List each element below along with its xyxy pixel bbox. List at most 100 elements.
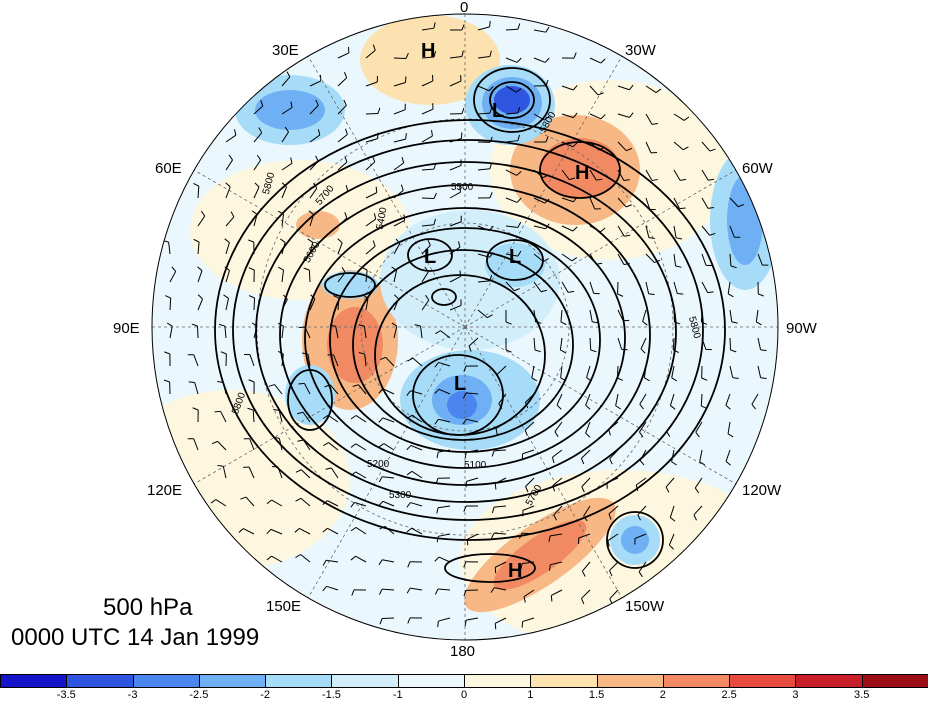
wind-barb-flag (323, 442, 329, 447)
wind-barb-flag (573, 112, 578, 118)
wind-barb-flag (640, 348, 646, 354)
wind-barb (617, 197, 627, 208)
wind-barb-flag (277, 210, 284, 215)
wind-barb-flag (435, 330, 441, 335)
wind-barb (695, 421, 703, 433)
wind-barb-flag (163, 379, 170, 383)
wind-barb (668, 533, 675, 546)
wind-barb (673, 281, 678, 294)
wind-barb (421, 271, 429, 283)
wind-barb (333, 354, 339, 367)
wind-barb (169, 297, 172, 311)
wind-barb-flag (494, 623, 497, 630)
wind-barb-flag (709, 232, 716, 236)
wind-barb (381, 617, 395, 620)
wind-barb (578, 533, 591, 539)
wind-barb (589, 309, 593, 322)
wind-barb (645, 85, 657, 93)
wind-barb (382, 500, 395, 507)
wind-barb-flag (542, 174, 549, 179)
level-title: 500 hPa (103, 594, 193, 621)
wind-barb (281, 242, 286, 255)
colorbar-swatch (530, 674, 598, 688)
wind-barb (639, 421, 647, 433)
wind-barb (583, 505, 591, 517)
wind-barb-flag (623, 179, 630, 181)
wind-barb (281, 162, 293, 171)
wind-barb-flag (405, 133, 407, 140)
wind-barb-flag (281, 182, 287, 188)
wind-barb-flag (489, 107, 493, 114)
wind-barb (561, 197, 574, 203)
wind-barb (365, 81, 378, 87)
colorbar-swatch (464, 674, 532, 688)
wind-barb-flag (517, 134, 520, 141)
wind-barb-flag (322, 527, 328, 533)
wind-barb (411, 527, 423, 535)
wind-barb (585, 421, 591, 434)
wind-barb (393, 243, 401, 255)
wind-barb-flag (406, 445, 412, 451)
colorbar-tick-label: 3 (792, 689, 799, 701)
wind-barb (410, 587, 423, 591)
wind-barb (411, 414, 423, 423)
wind-barb-flag (489, 50, 492, 57)
wind-barb (533, 253, 544, 262)
colorbar-tick-label: 0 (460, 689, 468, 701)
wind-barb-flag (518, 532, 523, 539)
wind-barb-flag (350, 443, 357, 448)
wind-barb (561, 225, 574, 232)
wind-barb (645, 169, 653, 181)
wind-barb-flag (617, 377, 624, 381)
wind-barb-flag (573, 52, 577, 59)
wind-barb-flag (624, 234, 631, 237)
wind-barb-flag (273, 409, 280, 411)
wind-barb (278, 438, 283, 451)
wind-barb (533, 281, 542, 293)
wind-barb-flag (625, 204, 632, 208)
wind-barb-flag (648, 293, 655, 296)
wind-barb-flag (487, 314, 493, 319)
wind-barb-flag (217, 464, 224, 467)
wind-barb (281, 107, 293, 115)
wind-barb-flag (568, 290, 575, 293)
wind-barb-flag (709, 148, 716, 152)
wind-barb (365, 49, 376, 59)
wind-barb (365, 218, 377, 227)
wind-barb-flag (517, 250, 522, 257)
wind-barb (421, 197, 435, 200)
wind-barb (553, 505, 563, 516)
wind-barb-flag (345, 185, 349, 192)
wind-barb (589, 57, 602, 64)
wind-barb-flag (379, 588, 383, 595)
wind-barb-flag (406, 587, 411, 594)
wind-barb-flag (406, 502, 411, 508)
wind-barb (337, 272, 346, 283)
wind-barb-flag (303, 267, 310, 271)
wind-barb (701, 197, 709, 209)
wind-barb (673, 141, 684, 151)
wind-barb-flag (520, 563, 523, 570)
wind-barb-flag (310, 294, 316, 300)
wind-barb (637, 505, 647, 516)
wind-barb (643, 365, 647, 378)
wind-barb (466, 449, 479, 453)
wind-barb (421, 224, 434, 227)
wind-barb (337, 190, 348, 199)
wind-barb-flag (489, 192, 493, 199)
colorbar-swatch (596, 674, 664, 688)
wind-barb-flag (489, 136, 493, 143)
wind-barb (560, 365, 563, 378)
wind-barb-flag (266, 555, 272, 561)
wind-barb (581, 477, 591, 488)
wind-barb-flag (258, 127, 263, 134)
wind-barb-flag (489, 274, 493, 281)
wind-barb (477, 26, 490, 31)
wind-barb-flag (535, 321, 542, 324)
wind-barb-flag (166, 322, 173, 327)
wind-barb-flag (313, 182, 318, 189)
wind-barb-flag (391, 322, 398, 327)
wind-barb (281, 326, 284, 339)
wind-barb-flag (545, 26, 550, 33)
wind-barb-flag (517, 221, 522, 228)
